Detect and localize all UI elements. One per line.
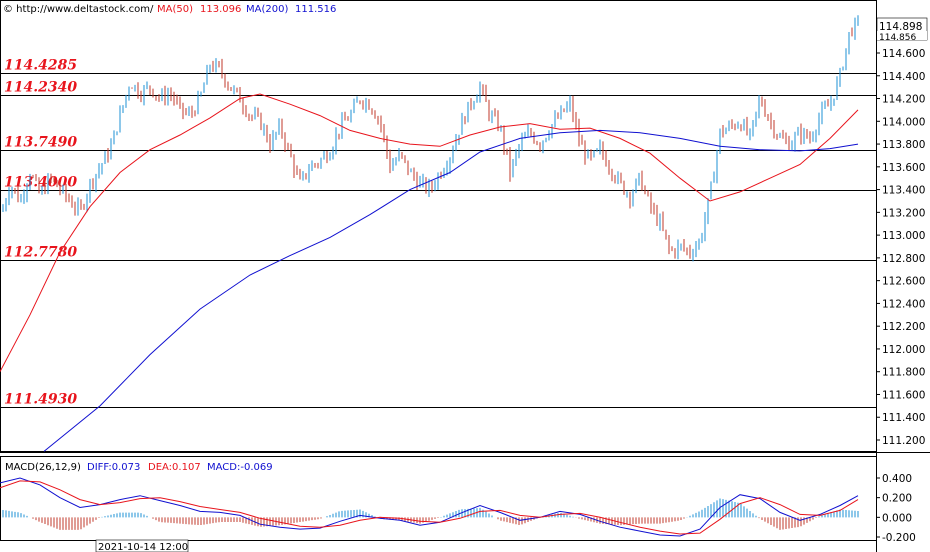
ma50-value: 113.096 <box>200 4 241 15</box>
level-label: 111.4930 <box>4 392 77 408</box>
macd-histogram <box>2 498 859 530</box>
macd-dea-line <box>0 480 859 535</box>
macd-tick-label: 0.400 <box>882 473 912 485</box>
date-label-frame <box>95 539 189 552</box>
ma200-line <box>43 129 859 452</box>
price-tick-label: 113.600 <box>882 162 925 174</box>
price-badge2: 114.856 <box>879 33 916 43</box>
macd-axis: 0.400 0.200 0.000 -0.200 <box>876 473 916 544</box>
price-tick-label: 111.200 <box>882 435 925 447</box>
price-tick-label: 113.200 <box>882 207 925 219</box>
support-resistance-levels: 114.4285 114.2340 113.7490 113.4000 112.7780… <box>1 58 876 408</box>
price-tick-label: 112.800 <box>882 253 925 265</box>
price-tick-label: 114.000 <box>882 116 925 128</box>
level-label: 114.4285 <box>4 58 77 74</box>
price-tick-label: 111.800 <box>882 367 925 379</box>
price-tick-label: 112.400 <box>882 298 925 310</box>
price-tick-label: 114.200 <box>882 94 925 106</box>
macd-diff-line <box>0 477 859 537</box>
level-label: 113.7490 <box>4 135 77 151</box>
macd-dea-value: DEA:0.107 <box>148 462 201 473</box>
level-label: 113.4000 <box>4 175 77 191</box>
site-label: © http://www.deltastock.com/ <box>3 4 154 15</box>
price-tick-label: 114.600 <box>882 48 925 60</box>
ma200-label: MA(200) <box>246 4 288 15</box>
macd-diff-value: DIFF:0.073 <box>87 462 140 473</box>
macd-tick-label: 0.000 <box>882 512 912 524</box>
candlesticks <box>2 15 859 262</box>
price-tick-label: 111.600 <box>882 389 925 401</box>
macd-tick-label: -0.200 <box>882 532 916 544</box>
level-label: 114.2340 <box>4 80 77 96</box>
price-badge: 114.898 <box>879 21 922 33</box>
price-panel-frame <box>0 0 877 452</box>
level-label: 112.7780 <box>4 245 77 261</box>
price-tick-label: 112.200 <box>882 321 925 333</box>
macd-panel-frame <box>0 456 877 541</box>
macd-label: MACD(26,12,9) <box>5 462 81 473</box>
price-tick-label: 112.600 <box>882 276 925 288</box>
ma50-label: MA(50) <box>157 4 193 15</box>
price-tick-label: 113.000 <box>882 230 925 242</box>
date-label: 2021-10-14 12:00 <box>98 542 188 552</box>
price-tick-label: 111.400 <box>882 412 925 424</box>
price-tick-label: 113.400 <box>882 185 925 197</box>
ma50-line <box>0 93 859 372</box>
price-tick-label: 113.800 <box>882 139 925 151</box>
price-badge2-bg <box>877 31 927 40</box>
ma200-value: 111.516 <box>295 4 336 15</box>
price-tick-label: 114.400 <box>882 71 925 83</box>
price-axis: 114.600 114.400 114.200 114.000 113.800 113.6… <box>876 48 925 447</box>
price-tick-label: 112.000 <box>882 344 925 356</box>
macd-tick-label: 0.200 <box>882 493 912 505</box>
macd-macd-value: MACD:-0.069 <box>207 462 273 473</box>
